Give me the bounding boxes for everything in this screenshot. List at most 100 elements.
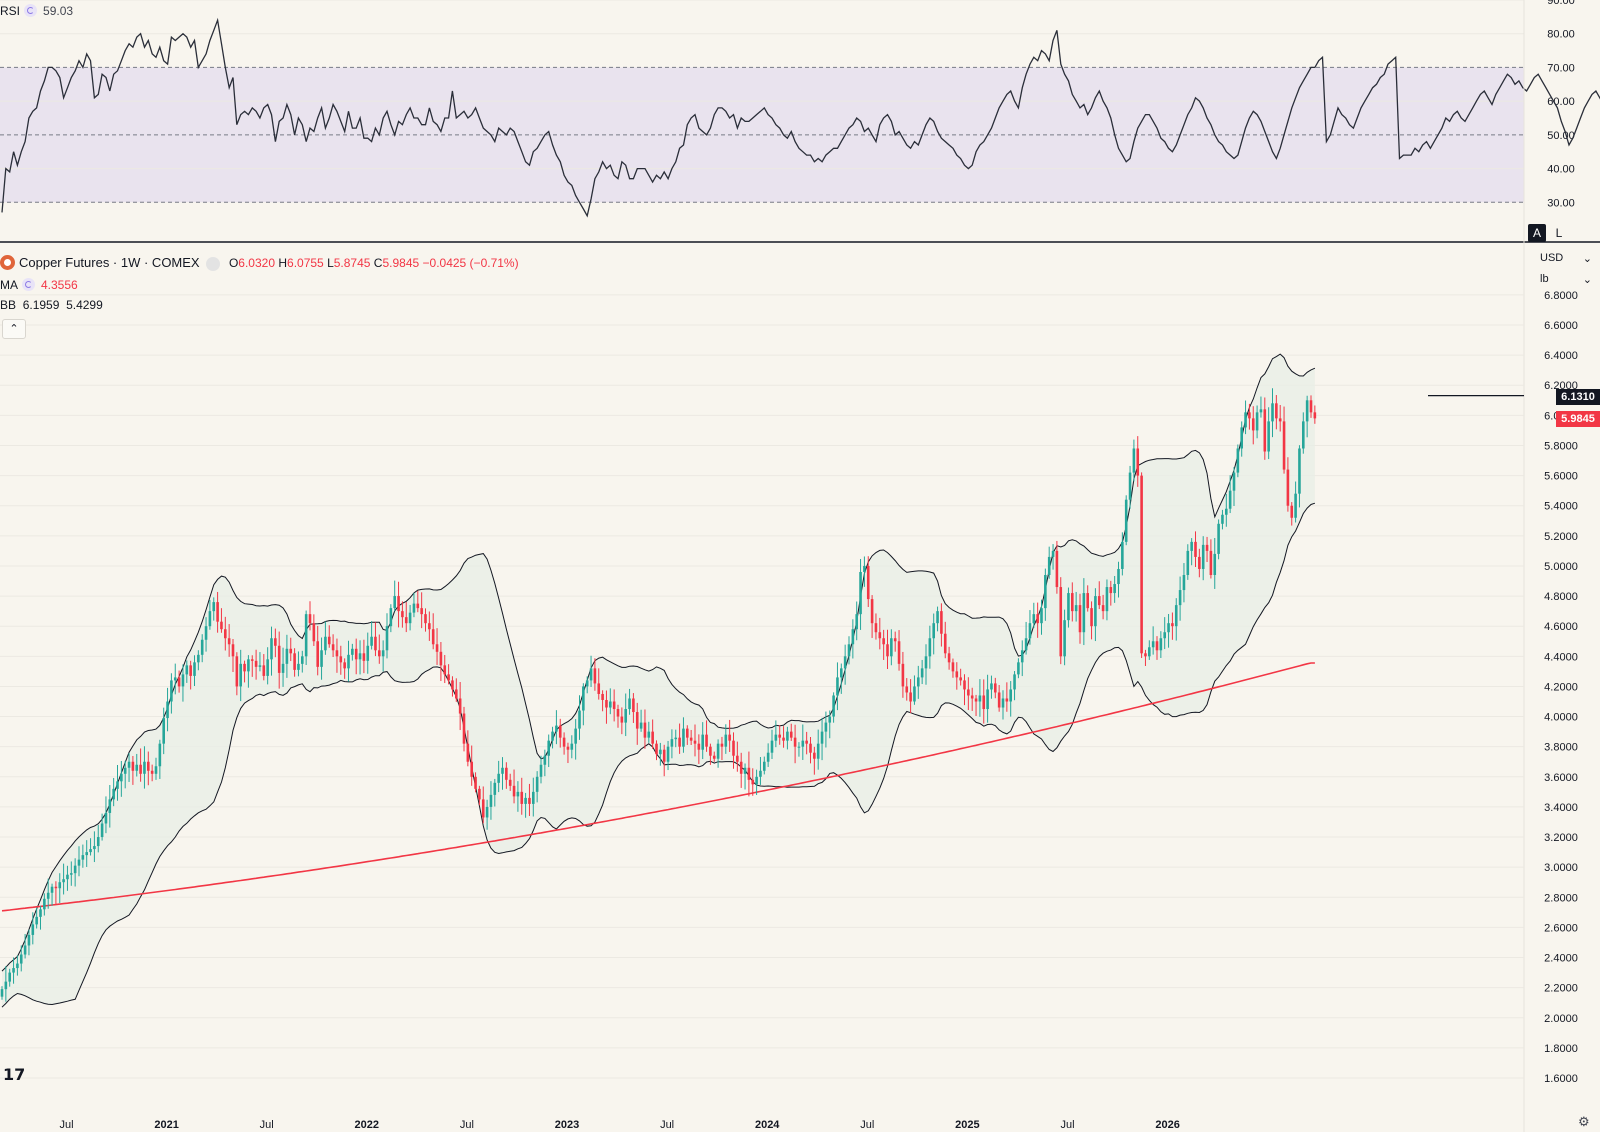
candle-body (227, 638, 231, 645)
candle-body (555, 725, 558, 732)
candle-body (982, 695, 986, 710)
tradingview-logo-icon[interactable]: 17 (3, 1065, 26, 1084)
candle-body (986, 689, 989, 710)
unit-select[interactable]: lb ⌄ (1540, 273, 1592, 286)
candle-body (801, 740, 805, 747)
candle-body (528, 797, 531, 804)
candle-body (131, 761, 135, 771)
candle-body (751, 779, 755, 785)
candle-body (204, 626, 208, 640)
candle-body (770, 740, 774, 753)
candle-body (96, 837, 100, 847)
price-tick-label: 1.8000 (1544, 1043, 1578, 1055)
candle-body (147, 761, 150, 771)
candle-body (940, 611, 943, 634)
close-label: C (373, 256, 383, 270)
candle-body (1067, 593, 1070, 621)
candle-body (624, 709, 627, 723)
currency-select[interactable]: USD ⌄ (1540, 252, 1592, 265)
candle-body (100, 823, 104, 838)
candle-body (224, 629, 227, 639)
candle-body (674, 737, 678, 740)
settings-gear-icon[interactable]: ⚙ (1578, 1114, 1590, 1129)
candle-body (539, 764, 543, 777)
rsi-settings-icon[interactable] (24, 4, 38, 18)
candle-body (1228, 490, 1232, 509)
candle-body (1078, 605, 1082, 633)
candle-body (639, 722, 643, 729)
market-status-icon (205, 256, 220, 271)
candle-body (308, 614, 312, 624)
time-axis-label: Jul (860, 1119, 874, 1131)
candle-body (882, 638, 885, 645)
candle-body (1148, 647, 1151, 657)
candle-body (890, 638, 893, 657)
candle-body (516, 791, 520, 797)
candle-body (1086, 593, 1089, 609)
candle-body (301, 656, 304, 664)
candle-body (1005, 698, 1009, 702)
candle-body (489, 794, 493, 807)
candle-body (570, 743, 574, 750)
candle-body (412, 603, 416, 613)
candle-body (497, 773, 500, 783)
candle-body (431, 629, 435, 645)
candle-body (1221, 514, 1224, 524)
price-tick-label: 4.4000 (1544, 651, 1578, 663)
candle-body (270, 638, 273, 660)
candle-body (154, 766, 158, 774)
candle-body (73, 865, 77, 874)
candle-body (397, 596, 400, 612)
candle-body (231, 644, 235, 657)
candle-body (951, 662, 955, 672)
candle-body (585, 680, 589, 687)
candle-body (863, 565, 866, 572)
candle-body (778, 734, 781, 738)
candle-body (389, 608, 393, 627)
candle-body (1302, 421, 1305, 449)
candle-body (716, 743, 720, 759)
auto-scale-button[interactable]: A (1528, 224, 1546, 242)
log-scale-button[interactable]: L (1550, 224, 1568, 242)
candle-body (763, 761, 766, 771)
candle-body (239, 663, 242, 687)
candle-body (705, 734, 708, 747)
candle-body (917, 677, 920, 687)
candle-body (720, 743, 724, 747)
candle-body (250, 659, 254, 661)
price-tick-label: 3.4000 (1544, 802, 1578, 814)
candle-body (1059, 587, 1063, 657)
price-tick-label: 6.4000 (1544, 350, 1578, 362)
price-tick-label: 5.6000 (1544, 471, 1578, 483)
ma-settings-icon[interactable] (22, 278, 35, 292)
time-axis-label: Jul (660, 1119, 674, 1131)
price-tick-label: 2.2000 (1544, 983, 1578, 995)
candle-body (220, 621, 223, 630)
candle-body (994, 683, 997, 693)
candle-body (1082, 593, 1086, 633)
candle-body (297, 663, 300, 670)
candle-body (632, 698, 635, 713)
collapse-legend-button[interactable]: ⌃ (2, 319, 26, 339)
candle-body (532, 791, 535, 804)
candle-body (1278, 418, 1282, 422)
candle-body (647, 731, 651, 738)
candle-body (1032, 614, 1036, 624)
candle-body (324, 636, 327, 651)
candle-body (1248, 412, 1251, 419)
candle-body (820, 731, 824, 744)
symbol-title[interactable]: Copper Futures · 1W · COMEX (19, 255, 200, 270)
candle-body (462, 713, 466, 744)
candle-body (197, 654, 200, 663)
candle-body (1259, 409, 1263, 413)
candle-body (393, 596, 396, 609)
candle-body (1132, 448, 1136, 473)
candle-body (501, 767, 504, 774)
bb-legend: BB 6.1959 5.4299 (0, 298, 103, 312)
candle-body (316, 641, 319, 667)
candle-body (173, 677, 177, 681)
time-axis-label: Jul (260, 1119, 274, 1131)
time-axis-label: 2026 (1155, 1119, 1179, 1131)
candle-body (1101, 605, 1105, 612)
